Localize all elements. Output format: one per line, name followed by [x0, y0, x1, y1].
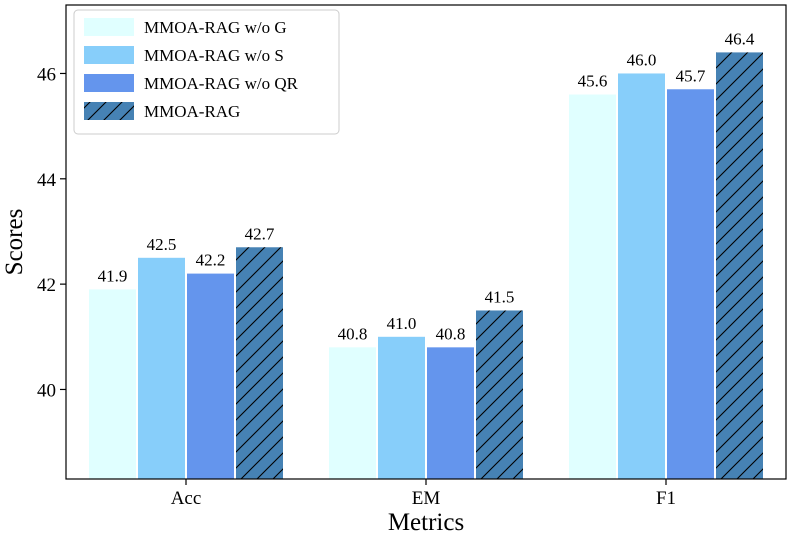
bar-value-label: 41.5 — [485, 287, 515, 306]
bar-value-label: 45.6 — [578, 72, 608, 91]
y-tick-label: 40 — [37, 380, 56, 401]
value-labels-layer: 41.9 42.5 42.2 42.7 40.8 41.0 40.8 41.5 45.6 46.0… — [98, 29, 755, 343]
bar-value-label: 41.9 — [98, 266, 128, 285]
bar-acc-2 — [187, 273, 234, 479]
legend-entry-label: MMOA-RAG w/o QR — [144, 74, 299, 93]
legend-entry-label: MMOA-RAG w/o S — [144, 46, 284, 65]
legend-swatch — [84, 18, 134, 36]
bar-hatch-acc — [236, 247, 283, 479]
bar-value-label: 42.5 — [147, 235, 177, 254]
y-tick-label: 42 — [37, 275, 56, 296]
bar-value-label: 42.2 — [196, 251, 226, 270]
y-axis-label: Scores — [1, 209, 28, 276]
bar-value-label: 41.0 — [387, 314, 417, 333]
legend-box — [73, 9, 340, 135]
x-tick-label: F1 — [656, 488, 676, 509]
bar-f1-1 — [618, 73, 665, 479]
bars-layer — [89, 52, 763, 480]
x-tick-label: EM — [412, 488, 441, 509]
bar-em-1 — [378, 336, 425, 479]
bar-value-label: 42.7 — [245, 224, 275, 243]
bar-f1-2 — [667, 89, 714, 480]
bar-value-label: 46.0 — [627, 50, 657, 69]
bar-f1-0 — [569, 94, 616, 480]
x-tick-label: Acc — [171, 488, 202, 509]
bar-em-2 — [427, 347, 474, 479]
legend-entry-label: MMOA-RAG w/o G — [144, 18, 287, 37]
legend-entry-label: MMOA-RAG — [144, 102, 240, 121]
bar-value-label: 45.7 — [676, 66, 706, 85]
legend: MMOA-RAG w/o G MMOA-RAG w/o S MMOA-RAG w/o… — [73, 9, 340, 135]
bar-em-0 — [329, 347, 376, 479]
legend-swatch-hatch — [84, 102, 134, 120]
bar-value-label: 40.8 — [436, 324, 466, 343]
bar-hatch-em — [476, 310, 523, 479]
bar-acc-0 — [89, 289, 136, 479]
bar-hatch-f1 — [716, 52, 763, 480]
x-axis-label: Metrics — [388, 509, 464, 534]
bar-acc-1 — [138, 257, 185, 479]
bar-value-label: 46.4 — [725, 29, 755, 48]
bar-value-label: 40.8 — [338, 324, 368, 343]
y-tick-label: 46 — [37, 64, 56, 85]
legend-swatch — [84, 74, 134, 92]
axes-layer: 40 42 44 46 Acc EM F1 — [37, 64, 676, 509]
y-tick-label: 44 — [37, 170, 57, 191]
legend-swatch — [84, 46, 134, 64]
